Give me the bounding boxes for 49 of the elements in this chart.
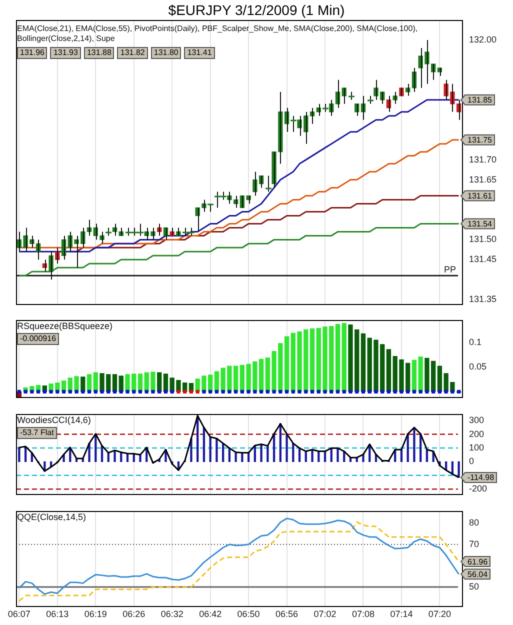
x-tick-label: 06:50 [237,609,260,620]
x-tick-label: 06:07 [8,609,30,620]
y-tick-label: 132.00 [469,34,497,44]
y-tick-label: 100 [469,442,484,452]
y-tick-label: 80 [469,518,480,528]
x-tick-label: 07:02 [314,609,336,620]
x-tick-label: 06:13 [46,609,69,620]
y-tick-label: 131.50 [469,234,497,244]
x-tick-label: 06:32 [160,609,184,620]
x-tick-label: 06:42 [199,609,222,620]
data-label: 131.75 [468,136,493,145]
annotation: 131.93 [50,47,81,59]
x-tick-label: 07:08 [352,609,375,620]
y-tick-label: 131.35 [469,294,497,304]
chart-title: $EURJPY 3/12/2009 (1 Min) [167,2,346,18]
chart-title: WoodiesCCI(14,6) [17,415,91,425]
chart-title: QQE(Close,14,5) [17,512,86,522]
y-tick-label: 131.65 [469,174,497,184]
annotation: 131.80 [150,47,182,59]
y-tick-label: 300 [469,415,484,426]
data-label: 131.85 [468,96,493,105]
annotation: 131.96 [17,47,48,59]
chart-title: RSqueeze(BBSqueeze) [17,321,113,331]
y-tick-label: 131.45 [469,254,497,264]
y-tick-label: -200 [469,484,488,494]
annotation: -0.000916 [17,333,60,345]
y-tick-label: 200 [469,428,484,439]
x-tick-label: 06:26 [122,609,146,620]
annotation: 131.82 [117,47,148,59]
y-tick-label: 0.05 [469,362,487,372]
y-tick-label: 0 [469,456,474,466]
data-label: 131.61 [468,191,493,200]
annotation: 131.41 [184,47,215,59]
annotation: -53.7 Flat [17,427,57,439]
y-tick-label: 0.1 [469,337,482,348]
annotation: 131.88 [84,47,114,59]
y-tick-label: 70 [469,538,480,549]
x-tick-label: 07:20 [428,609,451,620]
y-tick-label: 131.70 [469,154,497,164]
data-label: 61.96 [468,557,488,566]
y-tick-label: 50 [469,582,480,592]
data-label: 131.54 [468,219,493,228]
x-tick-label: 06:19 [84,609,107,620]
text: EMA(Close,21), EMA(Close,55), PivotPoints(Daily), PBF_Scalper_Show_Me, SMA(Close,200), SMA(Close,100), Bollinger(Close,2,14), Supe [17,24,419,44]
data-label: 56.04 [468,570,488,579]
x-tick-label: 06:56 [276,609,298,620]
ref-line-label: PP [444,264,456,275]
x-tick-label: 07:14 [390,609,413,620]
data-label: -114.98 [468,473,495,482]
